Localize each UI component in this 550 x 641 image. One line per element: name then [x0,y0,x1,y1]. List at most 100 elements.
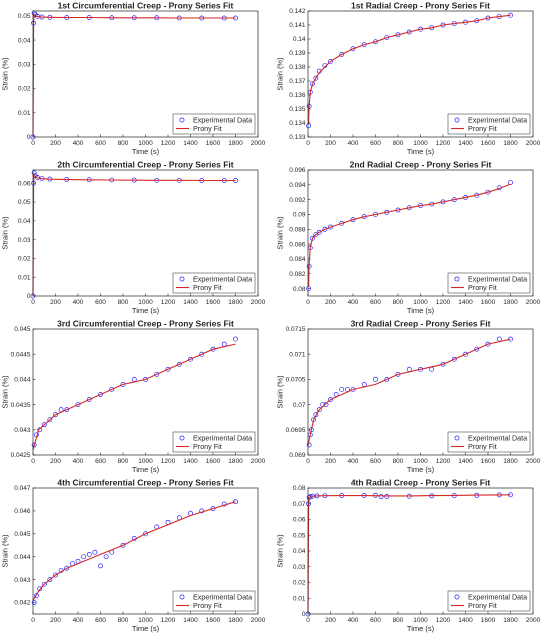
x-axis-label: Time (s) [407,624,435,633]
experimental-point [339,52,345,57]
chart-svg: 2th Circumferential Creep - Prony Series… [1,160,266,316]
x-tick-label: 600 [95,299,106,306]
x-tick-label: 600 [370,299,381,306]
y-tick-label: 0.096 [289,167,306,174]
y-tick-label: 0.134 [289,120,306,127]
x-tick-label: 800 [393,458,404,465]
y-axis-label: Strain (%) [1,375,10,409]
legend-label-fit: Prony Fit [193,442,222,451]
prony-fit-line [32,173,236,297]
legend-label-experimental: Experimental Data [193,593,252,602]
chart-panel: 2nd Radial Creep - Prony Series Fit 0 200 4… [275,159,550,323]
y-axis-label: Strain (%) [276,375,285,409]
experimental-point [313,75,319,81]
legend-box [447,590,531,612]
x-tick-label: 1200 [436,617,451,624]
experimental-point [75,402,81,407]
x-tick-label: 400 [348,617,359,624]
experimental-point [41,422,47,428]
y-tick-label: 0.14 [293,36,306,43]
experimental-point [508,180,513,185]
chart-panel: 4th Circumferential Creep - Prony Series… [0,477,275,641]
x-tick-label: 400 [348,299,359,306]
x-tick-label: 1000 [413,140,428,147]
y-tick-label: 0 [27,134,31,141]
legend-marker-experimental [454,435,460,441]
x-tick-label: 2000 [526,617,541,624]
x-tick-label: 600 [95,140,106,147]
y-tick-label: 0.138 [289,64,306,71]
experimental-point [316,407,322,413]
x-tick-label: 2000 [526,299,541,306]
x-tick-label: 200 [325,458,336,465]
y-tick-label: 0.135 [289,106,306,113]
experimental-point [86,397,92,402]
x-tick-label: 0 [31,140,35,147]
legend-box [172,431,256,453]
y-tick-label: 0.043 [14,427,31,434]
experimental-point [188,356,193,362]
experimental-point [322,226,328,232]
x-tick-label: 200 [50,299,61,306]
x-tick-label: 2000 [251,299,266,306]
axes-box [307,328,534,456]
x-axis-label: Time (s) [132,306,160,315]
y-tick-label: 0.0695 [286,427,306,434]
experimental-point [384,494,390,499]
x-tick-label: 0 [31,299,35,306]
y-tick-label: 0.094 [289,182,306,189]
y-tick-label: 0 [302,611,306,618]
legend-label-experimental: Experimental Data [193,275,252,284]
x-tick-label: 1600 [206,617,221,624]
y-tick-label: 0.092 [289,197,306,204]
x-tick-label: 1200 [161,140,176,147]
y-tick-label: 0.069 [289,452,306,459]
chart-title: 3rd Radial Creep - Prony Series Fit [351,319,491,329]
x-tick-label: 800 [118,458,129,465]
y-tick-label: 0.071 [289,351,306,358]
x-tick-label: 1000 [413,617,428,624]
prony-fit-line [32,13,236,138]
x-tick-label: 800 [118,140,129,147]
chart-title: 4th Circumferential Creep - Prony Series… [57,478,233,488]
x-axis-label: Time (s) [132,624,160,633]
legend-marker-experimental [179,276,185,282]
x-tick-label: 1800 [228,299,243,306]
x-tick-label: 800 [393,617,404,624]
experimental-point [53,412,58,418]
prony-fit-line [307,494,511,615]
x-tick-label: 0 [306,458,310,465]
y-tick-label: 0.084 [289,256,306,263]
legend-marker-experimental [454,594,460,600]
legend-marker-experimental [179,117,185,123]
legend-box [447,431,531,453]
legend-label-fit: Prony Fit [468,442,497,451]
experimental-point [463,351,468,357]
x-tick-label: 1000 [413,458,428,465]
legend-label-experimental: Experimental Data [468,434,527,443]
x-tick-label: 200 [325,140,336,147]
x-tick-label: 1400 [183,140,198,147]
prony-fit-line [308,14,511,124]
experimental-point [373,377,378,382]
x-tick-label: 1200 [161,458,176,465]
legend-label-fit: Prony Fit [468,601,497,610]
y-tick-label: 0.04 [293,548,306,555]
y-axis-label: Strain (%) [1,216,10,250]
x-tick-label: 400 [348,458,359,465]
x-tick-label: 1600 [481,140,496,147]
x-tick-label: 800 [118,299,129,306]
experimental-point [64,407,70,413]
x-tick-label: 1600 [481,458,496,465]
experimental-point [350,46,356,52]
y-tick-label: 0.137 [289,78,306,85]
x-tick-label: 1400 [183,299,198,306]
x-tick-label: 1400 [458,140,473,147]
experimental-point [378,494,384,500]
x-tick-label: 1800 [228,617,243,624]
y-tick-label: 0.05 [18,13,31,20]
legend-marker-experimental [454,117,460,123]
x-tick-label: 2000 [526,140,541,147]
